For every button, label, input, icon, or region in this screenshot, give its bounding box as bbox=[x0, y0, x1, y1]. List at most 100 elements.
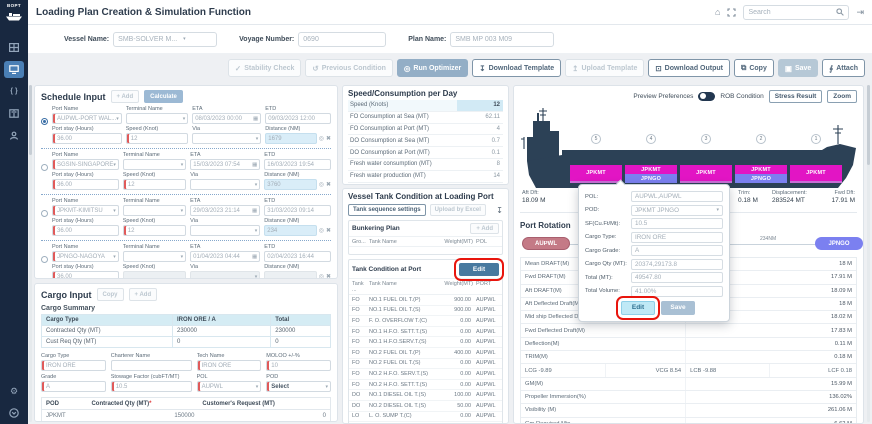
eta-field[interactable]: 29/03/2023 21:14▦ bbox=[190, 205, 260, 216]
upload-template-button[interactable]: ↥Upload Template bbox=[565, 59, 644, 77]
cargo-field-charterer-name[interactable] bbox=[111, 360, 192, 371]
copy-button[interactable]: ⧉Copy bbox=[734, 59, 774, 77]
schedule-row-radio[interactable] bbox=[41, 118, 48, 125]
popup-edit-button[interactable]: Edit bbox=[621, 301, 655, 315]
trash-icon[interactable]: ✖ bbox=[326, 182, 331, 188]
left-scrollbar-thumb[interactable] bbox=[29, 85, 32, 155]
terminal-name-select[interactable]: ▾ bbox=[123, 251, 186, 262]
distance-field[interactable]: 1679 bbox=[265, 133, 316, 144]
port-stay-field[interactable]: 36.00 bbox=[52, 271, 119, 279]
etd-field[interactable]: 02/04/2023 16:44 bbox=[264, 251, 331, 262]
zoom-button[interactable]: Zoom bbox=[827, 90, 857, 103]
port-stay-field[interactable]: 36.00 bbox=[52, 179, 119, 190]
vessel-name-select[interactable]: SMB-SOLVER M...▾ bbox=[113, 32, 217, 47]
distance-field[interactable]: 234 bbox=[264, 225, 316, 236]
via-select[interactable]: ▾ bbox=[190, 271, 260, 279]
sidebar-item-library[interactable] bbox=[4, 105, 24, 122]
terminal-name-select[interactable]: ▾ bbox=[123, 205, 186, 216]
port-name-select[interactable]: JPNGO-NAGOYA▾ bbox=[52, 251, 119, 262]
location-pin-icon[interactable]: ◎ bbox=[319, 228, 324, 234]
port-name-select[interactable]: SGSIN-SINGAPORE▾ bbox=[52, 159, 119, 170]
bunkering-add-button[interactable]: + Add bbox=[470, 223, 499, 234]
port-name-select[interactable]: AUPWL-PORT WAL...▾ bbox=[52, 113, 122, 124]
sidebar-item-grid[interactable] bbox=[4, 39, 24, 56]
port-name-select[interactable]: JPKMT-KIMITSU▾ bbox=[52, 205, 119, 216]
via-select[interactable]: ▾ bbox=[190, 179, 260, 190]
eta-field[interactable]: 15/03/2023 07:54▦ bbox=[190, 159, 260, 170]
tank-sequence-settings-button[interactable]: Tank sequence settings bbox=[348, 204, 426, 216]
calculate-button[interactable]: Calculate bbox=[144, 90, 183, 103]
location-pin-icon[interactable]: ◎ bbox=[319, 136, 324, 142]
eta-field[interactable]: 08/03/2023 00:00▦ bbox=[192, 113, 261, 124]
fullscreen-icon[interactable] bbox=[727, 8, 736, 17]
popup-input-cargo-grade-[interactable]: A bbox=[631, 245, 723, 256]
plan-name-field[interactable]: SMB MP 003 M09 bbox=[450, 32, 554, 47]
upload-by-excel-button[interactable]: Upload by Excel bbox=[430, 204, 486, 216]
popup-input-cargo-type-[interactable]: IRON ORE bbox=[631, 232, 723, 243]
previous-condition-button[interactable]: ↺Previous Condition bbox=[305, 59, 392, 77]
export-download-icon[interactable]: ↧ bbox=[496, 206, 503, 215]
calendar-icon[interactable]: ▦ bbox=[253, 116, 258, 122]
sidebar-item-code[interactable]: { } bbox=[4, 83, 24, 100]
popup-input-total-mt-[interactable]: 49547.80 bbox=[631, 272, 723, 283]
tank-condition-edit-button[interactable]: Edit bbox=[459, 263, 499, 276]
attach-button[interactable]: ∮Attach bbox=[822, 59, 865, 77]
cargo-field-tech-name[interactable]: IRON ORE bbox=[197, 360, 262, 371]
download-template-button[interactable]: ↧Download Template bbox=[472, 59, 561, 77]
schedule-row-radio[interactable] bbox=[41, 210, 48, 217]
cargo-field-pod[interactable]: Select▾ bbox=[266, 381, 331, 392]
cargo-field-cargo-type[interactable]: IRON ORE bbox=[41, 360, 106, 371]
speed-field[interactable]: 12 bbox=[123, 225, 186, 236]
cargo-copy-button[interactable]: Copy bbox=[97, 288, 124, 301]
popup-input-total-volume-[interactable]: 41.00% bbox=[631, 286, 723, 297]
popup-input-pol-[interactable]: AUPWL,AUPWL bbox=[631, 191, 723, 202]
settings-gear-icon[interactable]: ⚙ bbox=[4, 383, 24, 400]
search-input[interactable] bbox=[748, 9, 833, 16]
port-pill-jpngo[interactable]: JPNGO bbox=[815, 237, 863, 250]
home-icon[interactable]: ⌂ bbox=[715, 8, 720, 17]
right-scrollbar-thumb[interactable] bbox=[867, 85, 870, 165]
save-button[interactable]: ▣Save bbox=[778, 59, 818, 77]
speed-field[interactable]: 12 bbox=[123, 179, 186, 190]
trash-icon[interactable]: ✖ bbox=[326, 228, 331, 234]
download-output-button[interactable]: ⊡Download Output bbox=[648, 59, 730, 77]
location-pin-icon[interactable]: ◎ bbox=[319, 182, 324, 188]
calendar-icon[interactable]: ▦ bbox=[252, 208, 257, 214]
sidebar-item-user[interactable] bbox=[4, 127, 24, 144]
cargo-field-stowage-factor-cubft-mt-[interactable]: 10.5 bbox=[111, 381, 192, 392]
collapse-circle-icon[interactable] bbox=[4, 405, 24, 422]
search-icon[interactable] bbox=[836, 8, 844, 16]
terminal-name-select[interactable]: ▾ bbox=[123, 159, 186, 170]
calendar-icon[interactable]: ▦ bbox=[252, 254, 257, 260]
location-pin-icon[interactable]: ◎ bbox=[319, 274, 324, 280]
stability-check-button[interactable]: ✓Stability Check bbox=[228, 59, 301, 77]
calendar-icon[interactable]: ▦ bbox=[252, 162, 257, 168]
stress-result-button[interactable]: Stress Result bbox=[769, 90, 823, 103]
cargo-field-pol[interactable]: AUPWL▾ bbox=[197, 381, 262, 392]
run-optimizer-button[interactable]: ◎Run Optimizer bbox=[397, 59, 468, 77]
trash-icon[interactable]: ✖ bbox=[326, 136, 331, 142]
sidebar-item-simulation[interactable] bbox=[4, 61, 24, 78]
search-box[interactable] bbox=[743, 5, 849, 20]
rob-condition-toggle[interactable] bbox=[698, 92, 715, 101]
schedule-row-radio[interactable] bbox=[41, 256, 48, 263]
schedule-row-radio[interactable] bbox=[41, 164, 48, 171]
speed-field[interactable] bbox=[123, 271, 186, 279]
cargo-field-moloo-[interactable]: 10 bbox=[266, 360, 331, 371]
cargo-add-button[interactable]: + Add bbox=[129, 288, 158, 301]
port-stay-field[interactable]: 36.00 bbox=[52, 225, 119, 236]
etd-field[interactable]: 09/03/2023 12:00 bbox=[265, 113, 331, 124]
popup-save-button[interactable]: Save bbox=[661, 301, 695, 315]
popup-input-sf-cu-ft-mt-[interactable]: 10.5 bbox=[631, 218, 723, 229]
popup-input-cargo-qty-mt-[interactable]: 20374,29173.8 bbox=[631, 259, 723, 270]
popup-input-pod-[interactable]: JPKMT JPNGO▾ bbox=[631, 205, 723, 216]
via-select[interactable]: ▾ bbox=[192, 133, 261, 144]
cargo-field-grade[interactable]: A bbox=[41, 381, 106, 392]
logout-icon[interactable]: ⇥ bbox=[856, 8, 864, 17]
etd-field[interactable]: 31/03/2023 09:14 bbox=[264, 205, 331, 216]
via-select[interactable]: ▾ bbox=[190, 225, 260, 236]
distance-field[interactable] bbox=[264, 271, 316, 279]
port-stay-field[interactable]: 36.00 bbox=[52, 133, 122, 144]
speed-field[interactable]: 12 bbox=[126, 133, 188, 144]
etd-field[interactable]: 16/03/2023 19:54 bbox=[264, 159, 331, 170]
